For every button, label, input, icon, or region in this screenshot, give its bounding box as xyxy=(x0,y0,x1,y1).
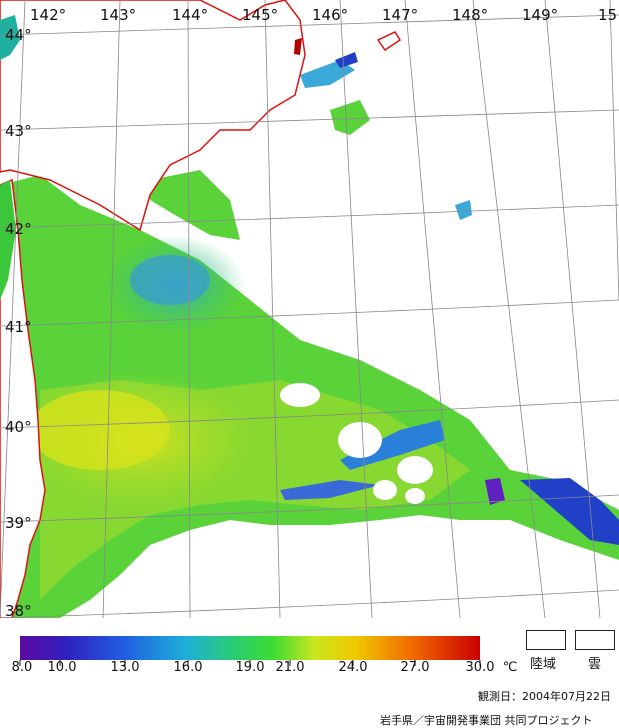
sst-map: 142° 143° 144° 145° 146° 147° 148° 149° … xyxy=(0,0,619,618)
sst-blue-streak xyxy=(340,420,445,470)
legend-tick: 10.0 xyxy=(47,660,77,675)
color-bar xyxy=(20,636,480,660)
sst-north-patch-5 xyxy=(455,200,472,220)
sst-north-patch-4 xyxy=(150,170,240,240)
lat-label-41: 41° xyxy=(5,318,32,336)
lat-label-40: 40° xyxy=(5,418,32,436)
land-island-red xyxy=(294,38,302,55)
legend-tick: 13.0 xyxy=(110,660,140,675)
lon-label-149: 149° xyxy=(522,6,558,24)
graticule xyxy=(0,0,619,618)
legend-tick: 16.0 xyxy=(173,660,203,675)
legend-tick: 21.0 xyxy=(275,660,305,675)
cloud-patch xyxy=(397,456,433,484)
legend-tick: 24.0 xyxy=(338,660,368,675)
cloud-patch xyxy=(280,383,320,407)
cloud-patch xyxy=(338,422,382,458)
legend-tick: 30.0 xyxy=(465,660,495,675)
sst-blue-patch-east xyxy=(520,478,619,545)
lat-label-38: 38° xyxy=(5,602,32,618)
land-swatch xyxy=(526,630,566,650)
legend-unit: ℃ xyxy=(502,660,518,675)
cloud-patch xyxy=(405,488,425,504)
land-hokkaido xyxy=(0,0,306,232)
sst-north-patch xyxy=(330,100,370,135)
sst-north-patch-3 xyxy=(335,52,358,68)
lon-label-146: 146° xyxy=(312,6,348,24)
legend-tick: 8.0 xyxy=(11,660,33,675)
land-honshu xyxy=(0,178,46,618)
lat-label-42: 42° xyxy=(5,220,32,238)
cloud-label: 雲 xyxy=(588,657,602,672)
sst-purple-patch xyxy=(485,478,505,505)
cloud-swatch xyxy=(575,630,615,650)
lat-label-39: 39° xyxy=(5,514,32,532)
sst-blue-streak-2 xyxy=(280,480,380,500)
lon-label-143: 143° xyxy=(100,6,136,24)
color-bar-ticks xyxy=(19,660,481,666)
legend-tick: 19.0 xyxy=(235,660,265,675)
lon-label-145: 145° xyxy=(242,6,278,24)
lon-label-142: 142° xyxy=(30,6,66,24)
legend-tick: 27.0 xyxy=(400,660,430,675)
color-legend xyxy=(19,636,481,666)
observation-date: 観測日：2004年07月22日 xyxy=(478,690,611,703)
lon-label-148: 148° xyxy=(452,6,488,24)
land-kuril xyxy=(376,31,402,52)
lon-label-147: 147° xyxy=(382,6,418,24)
sst-warm-area-2 xyxy=(30,390,170,470)
land-coastal-sst xyxy=(0,180,16,300)
credit-text: 岩手県／宇宙開発事業団 共同プロジェクト xyxy=(380,714,593,727)
lat-label-43: 43° xyxy=(5,122,32,140)
land-coastal-sst-2 xyxy=(0,15,20,60)
lon-label-144: 144° xyxy=(172,6,208,24)
sst-cool-core xyxy=(130,255,210,305)
cloud-region-south xyxy=(60,530,619,618)
land-label: 陸域 xyxy=(530,657,557,672)
cloud-patch xyxy=(373,480,397,500)
lon-label-150: 15 xyxy=(598,6,617,24)
lat-label-44: 44° xyxy=(5,26,32,44)
